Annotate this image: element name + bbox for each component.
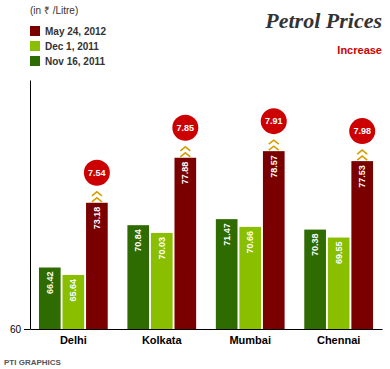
tick-label: Kolkata [142,334,183,346]
tick: 60 [10,324,30,335]
increase-circle [349,118,375,144]
bar-series [86,151,373,329]
tick-mark [24,329,30,330]
legend-label: Nov 16, 2011 [45,56,105,67]
increase-circle [261,108,287,134]
increase-label: 7.98 [353,126,371,136]
tick: Kolkata [142,334,183,346]
subtitle: (in ₹ /Litre) [30,5,78,16]
bar [63,275,85,329]
axis-line [30,81,31,330]
chevron [180,153,190,157]
legend-label: May 24, 2012 [45,26,107,37]
plot-area [39,108,375,329]
bar [174,158,196,329]
bar [351,161,373,329]
chart: 60 Delhi Kolkata Mumbai Chennai 66.42 70.84 71.… [0,0,390,369]
increase-circle [84,160,110,186]
tick-label: Delhi [60,334,87,346]
legend-swatch [30,56,40,66]
credit: PTI GRAPHICS [4,358,62,367]
title: Petrol Prices [264,8,382,33]
legend: May 24, 2012 Dec 1, 2011 Nov 16, 2011 [30,26,107,67]
bar [263,151,285,329]
data-label: 73.18 [92,207,102,230]
increase-label: 7.85 [177,123,195,133]
bar [127,225,149,329]
axis-line [31,329,383,330]
chevron [92,192,102,196]
data-label: 77.53 [357,165,367,188]
data-label: 70.38 [310,234,320,257]
chevron [357,150,367,154]
data-label: 71.47 [222,223,232,246]
data-label: 70.66 [245,231,255,254]
increase-circle [172,115,198,141]
legend-swatch [30,26,40,36]
bar [239,227,261,329]
tick-label: Chennai [317,334,360,346]
chevron [269,140,279,144]
chevron [269,146,279,150]
data-label: 69.55 [334,242,344,265]
bar [39,268,61,329]
tick-label: 60 [10,324,22,335]
data-label: 70.84 [133,229,143,252]
bar [151,233,173,329]
tick: Delhi [60,334,87,346]
bar [216,219,238,329]
bar [328,238,350,329]
bar [86,203,108,329]
increase-label: 7.91 [265,116,283,126]
tick-label: Mumbai [229,334,271,346]
tick: Chennai [317,334,360,346]
data-label: 66.42 [45,272,55,295]
data-label: 78.57 [269,155,279,178]
increase-label: 7.54 [88,168,106,178]
annotation: Increase [337,44,382,56]
tick: Mumbai [229,334,271,346]
y-axis: 60 [10,81,31,335]
bar [304,230,326,329]
x-axis: Delhi Kolkata Mumbai Chennai [31,330,383,346]
chevron [180,147,190,151]
data-label: 65.64 [68,279,78,302]
data-labels: 66.42 70.84 71.47 70.38 65.64 70.03 70.66 69.55… [45,116,371,301]
legend-label: Dec 1, 2011 [45,41,99,52]
chevron [357,156,367,160]
chevron [92,198,102,202]
data-label: 70.03 [157,237,167,260]
data-label: 77.88 [180,162,190,185]
legend-swatch [30,41,40,51]
